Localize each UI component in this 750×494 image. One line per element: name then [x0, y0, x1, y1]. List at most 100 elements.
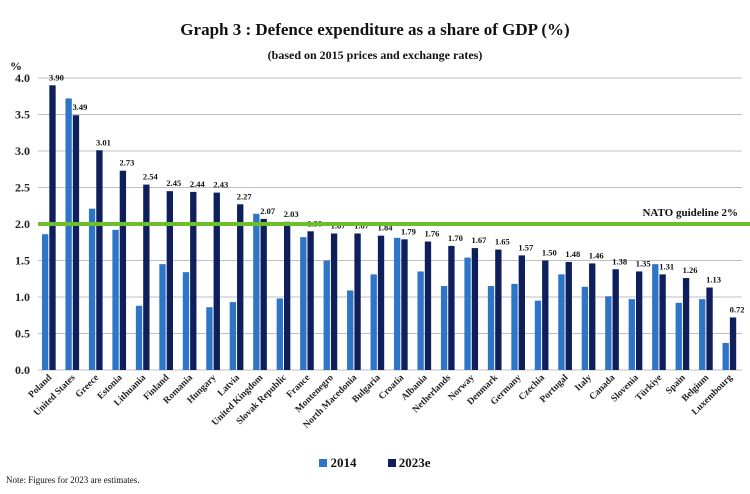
- bar-2014: [65, 98, 72, 370]
- bar-2014: [229, 302, 237, 370]
- y-tick-label: 2.0: [15, 217, 30, 231]
- data-label-2023e: 2.27: [237, 191, 253, 201]
- nato-guideline-label: NATO guideline 2%: [642, 207, 738, 219]
- bar-2023e: [495, 249, 502, 370]
- y-tick-label: 3.5: [15, 108, 30, 122]
- bar-2014: [558, 274, 565, 370]
- bar-2014: [370, 274, 377, 370]
- bar-2014: [440, 286, 448, 370]
- legend: 2014 2023e: [0, 455, 750, 471]
- bar-2023e: [612, 269, 619, 370]
- data-label-2023e: 2.44: [190, 179, 206, 189]
- bar-2014: [159, 264, 166, 370]
- data-label-2023e: 2.54: [143, 172, 159, 182]
- data-label-2023e: 3.49: [73, 102, 88, 112]
- data-label-2023e: 1.26: [683, 265, 698, 275]
- legend-item-2014: 2014: [319, 455, 356, 471]
- bar-2014: [347, 290, 354, 370]
- y-tick-label: 0.0: [15, 363, 30, 377]
- bar-2014: [699, 299, 706, 370]
- bar-2023e: [49, 85, 56, 371]
- bar-2014: [253, 213, 260, 370]
- bar-2023e: [237, 204, 244, 370]
- y-tick-label: 4.0: [15, 71, 30, 85]
- chart-note: Note: Figures for 2023 are estimates.: [6, 475, 140, 485]
- bar-2023e: [330, 233, 338, 370]
- data-label-2023e: 1.35: [636, 258, 651, 268]
- bar-2014: [534, 300, 542, 370]
- bar-2023e: [729, 317, 737, 370]
- chart-title: Graph 3 : Defence expenditure as a share…: [180, 20, 570, 39]
- bar-2023e: [682, 278, 690, 370]
- legend-label-2023e: 2023e: [398, 455, 431, 470]
- bar-2014: [605, 296, 612, 370]
- bar-2014: [511, 283, 518, 370]
- y-tick-label: 0.5: [15, 327, 30, 341]
- bar-2023e: [72, 115, 80, 370]
- data-label-2023e: 1.38: [612, 256, 627, 266]
- bar-2023e: [401, 239, 408, 370]
- bar-2014: [675, 302, 682, 370]
- bar-2023e: [565, 261, 572, 370]
- data-label-2023e: 1.70: [448, 233, 463, 243]
- data-label-2023e: 0.72: [730, 304, 745, 314]
- data-label-2023e: 2.43: [213, 180, 228, 190]
- bar-2023e: [307, 231, 314, 370]
- bar-2023e: [706, 287, 713, 370]
- y-tick-label: 2.5: [15, 181, 30, 195]
- bar-2014: [182, 272, 190, 370]
- data-label-2023e: 1.46: [589, 250, 604, 260]
- bar-2023e: [471, 248, 479, 370]
- data-label-2023e: 2.03: [284, 209, 299, 219]
- y-tick-label: 1.0: [15, 290, 30, 304]
- bar-2014: [88, 208, 96, 370]
- chart-subtitle: (based on 2015 prices and exchange rates…: [267, 48, 483, 62]
- data-label-2023e: 1.84: [378, 223, 394, 233]
- bar-2023e: [119, 170, 127, 370]
- legend-label-2014: 2014: [330, 455, 357, 470]
- data-label-2023e: 1.76: [425, 229, 440, 239]
- data-label-2023e: 1.48: [565, 249, 580, 259]
- legend-item-2023e: 2023e: [387, 455, 431, 471]
- bar-2023e: [635, 271, 643, 370]
- bar-2014: [581, 286, 589, 370]
- data-label-2023e: 1.50: [542, 248, 557, 258]
- x-tick-label: Italy: [573, 373, 594, 394]
- bar-2023e: [354, 233, 361, 370]
- data-label-2023e: 2.45: [166, 178, 181, 188]
- data-label-2023e: 1.31: [659, 261, 674, 271]
- bar-2023e: [589, 263, 596, 370]
- bar-2023e: [377, 235, 385, 370]
- bar-2023e: [166, 191, 173, 370]
- bar-2014: [135, 305, 143, 370]
- data-label-2023e: 1.79: [401, 226, 416, 236]
- bar-2023e: [518, 255, 525, 370]
- bar-2023e: [424, 241, 432, 370]
- bar-2023e: [96, 150, 103, 370]
- data-label-2023e: 1.67: [471, 235, 487, 245]
- bar-2014: [464, 257, 471, 370]
- y-tick-label: 3.0: [15, 144, 30, 158]
- bar-2014: [628, 299, 635, 370]
- data-label-2023e: 3.90: [49, 72, 64, 82]
- bar-2023e: [448, 245, 455, 370]
- data-label-2023e: 2.07: [260, 206, 276, 216]
- legend-swatch-2023e: [387, 459, 396, 467]
- data-label-2023e: 3.01: [96, 137, 111, 147]
- bar-2014: [487, 286, 495, 370]
- bar-2023e: [143, 184, 150, 370]
- bar-2023e: [542, 260, 549, 370]
- bar-2014: [206, 307, 213, 370]
- bar-2014: [393, 237, 401, 370]
- x-tick-label: Türkiye: [634, 373, 664, 403]
- bar-2023e: [659, 274, 666, 370]
- legend-swatch-2014: [319, 459, 328, 467]
- bar-2023e: [213, 192, 220, 370]
- y-axis-unit-label: %: [10, 59, 22, 73]
- data-label-2023e: 1.13: [706, 275, 721, 285]
- data-label-2023e: 1.57: [518, 242, 534, 252]
- bar-2014: [417, 271, 424, 370]
- bar-2023e: [260, 218, 267, 370]
- bar-2014: [276, 298, 283, 370]
